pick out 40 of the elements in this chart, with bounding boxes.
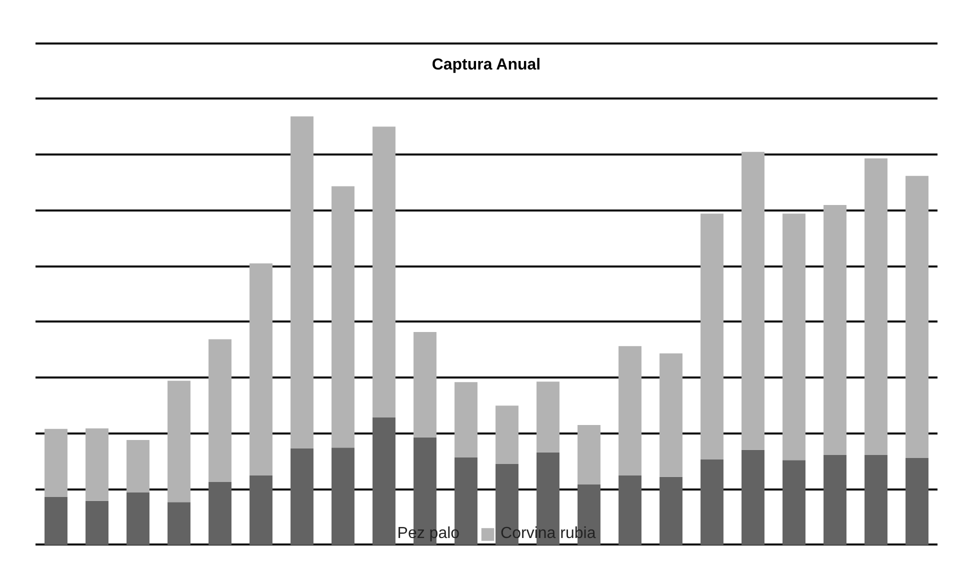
bar	[250, 476, 272, 545]
bar	[290, 448, 314, 545]
bar	[250, 263, 272, 476]
bar	[864, 158, 888, 455]
bar	[700, 459, 724, 545]
bar	[660, 353, 682, 477]
chart-title: Captura Anual	[432, 56, 541, 74]
bar	[824, 454, 846, 545]
bar	[44, 496, 68, 545]
bar	[168, 502, 190, 545]
bar	[660, 476, 682, 545]
bar	[208, 482, 232, 545]
bar	[290, 116, 314, 449]
bar	[618, 346, 642, 476]
bar	[372, 126, 396, 418]
bar	[906, 176, 928, 458]
bar	[168, 380, 190, 502]
bar	[864, 454, 888, 545]
bar	[332, 448, 354, 545]
bar	[86, 500, 108, 545]
bar	[618, 476, 642, 545]
bar	[742, 152, 764, 450]
bar	[372, 417, 396, 545]
bar	[496, 406, 518, 464]
bar	[782, 460, 806, 545]
bar	[824, 205, 846, 455]
bar	[536, 382, 560, 452]
bar	[208, 339, 232, 482]
bar	[126, 440, 150, 492]
bar	[86, 428, 108, 501]
bar	[414, 332, 436, 438]
bar	[700, 214, 724, 460]
bar	[454, 382, 478, 458]
bar	[782, 214, 806, 460]
bar	[906, 458, 928, 545]
bar	[44, 428, 68, 497]
bar	[126, 492, 150, 545]
bar	[742, 450, 764, 545]
bar	[332, 186, 354, 448]
bar	[578, 424, 600, 485]
